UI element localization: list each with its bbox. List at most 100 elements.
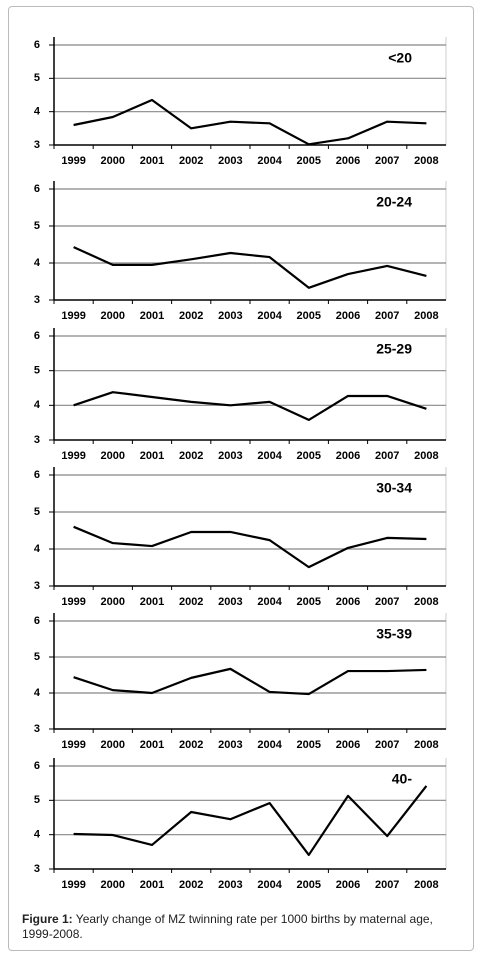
y-tick-label: 5 [34, 506, 40, 518]
x-tick-label: 2006 [336, 739, 360, 751]
y-tick-label: 5 [34, 794, 40, 806]
x-tick-label: 2001 [140, 879, 164, 891]
y-tick-label: 4 [34, 829, 41, 841]
y-tick-label: 3 [34, 723, 40, 735]
x-tick-label: 2005 [297, 155, 321, 167]
x-tick-label: 2005 [297, 739, 321, 751]
y-tick-label: 3 [34, 294, 40, 306]
x-tick-label: 2001 [140, 450, 164, 462]
x-tick-label: 2001 [140, 739, 164, 751]
y-tick-label: 5 [34, 651, 40, 663]
x-tick-label: 2007 [375, 450, 399, 462]
caption: Figure 1: Yearly change of MZ twinning r… [22, 912, 462, 942]
x-tick-label: 2007 [375, 310, 399, 322]
y-tick-label: 4 [34, 399, 41, 411]
x-tick-label: 2000 [101, 739, 125, 751]
chart: 3 4 5 6 1999 2000 2001 2002 2003 2004 2005 2006 2007… [34, 37, 447, 891]
y-tick-label: 6 [34, 183, 40, 195]
y-tick-label: 4 [34, 543, 41, 555]
panel-title: 25-29 [376, 341, 412, 357]
x-tick-label: 2003 [218, 450, 242, 462]
figure-frame [8, 6, 474, 951]
x-tick-label: 2006 [336, 155, 360, 167]
x-tick-label: 2003 [218, 739, 242, 751]
y-tick-label: 5 [34, 365, 40, 377]
x-tick-label: 1999 [61, 310, 85, 322]
x-tick-label: 2008 [414, 739, 438, 751]
x-tick-label: 2004 [257, 879, 282, 891]
x-tick-label: 2004 [257, 739, 282, 751]
y-tick-label: 3 [34, 863, 40, 875]
x-tick-label: 2003 [218, 596, 242, 608]
x-tick-label: 2002 [179, 596, 203, 608]
x-tick-label: 2007 [375, 739, 399, 751]
x-tick-label: 2005 [297, 310, 321, 322]
x-tick-label: 2004 [257, 155, 282, 167]
data-line [73, 525, 427, 569]
x-tick-label: 2003 [218, 155, 242, 167]
data-line [73, 391, 427, 421]
x-tick-label: 2001 [140, 310, 164, 322]
x-tick-label: 2000 [101, 155, 125, 167]
x-tick-label: 2003 [218, 310, 242, 322]
y-tick-label: 6 [34, 760, 40, 772]
x-tick-label: 1999 [61, 879, 85, 891]
y-tick-label: 3 [34, 580, 40, 592]
x-tick-label: 2008 [414, 879, 438, 891]
x-tick-label: 2006 [336, 310, 360, 322]
x-tick-label: 2002 [179, 450, 203, 462]
x-tick-label: 2008 [414, 155, 438, 167]
y-tick-label: 6 [34, 615, 40, 627]
y-tick-label: 3 [34, 139, 40, 151]
panel-title: 20-24 [376, 194, 412, 210]
caption-label: Figure 1: [22, 912, 73, 926]
y-tick-label: 5 [34, 72, 40, 84]
y-tick-label: 4 [34, 257, 41, 269]
panel-title: <20 [388, 50, 412, 66]
caption-text: Yearly change of MZ twinning rate per 10… [22, 912, 433, 941]
y-tick-label: 3 [34, 434, 40, 446]
x-tick-label: 2004 [257, 450, 282, 462]
x-tick-label: 2001 [140, 155, 164, 167]
x-tick-label: 2004 [257, 310, 282, 322]
x-tick-label: 2008 [414, 310, 438, 322]
panel-title: 35-39 [376, 626, 412, 642]
data-line [73, 667, 427, 696]
x-tick-label: 2000 [101, 879, 125, 891]
data-line [73, 98, 427, 146]
x-tick-label: 2007 [375, 879, 399, 891]
x-tick-label: 2005 [297, 879, 321, 891]
x-tick-label: 2003 [218, 879, 242, 891]
x-tick-label: 2001 [140, 596, 164, 608]
x-tick-label: 2005 [297, 450, 321, 462]
x-tick-label: 2006 [336, 596, 360, 608]
x-tick-label: 2006 [336, 879, 360, 891]
panel-title: 40- [392, 771, 413, 787]
data-line [73, 785, 428, 857]
y-tick-label: 6 [34, 39, 40, 51]
x-tick-label: 2005 [297, 596, 321, 608]
x-tick-label: 1999 [61, 450, 85, 462]
y-tick-label: 5 [34, 220, 40, 232]
x-tick-label: 2002 [179, 310, 203, 322]
data-line [73, 246, 427, 289]
x-tick-label: 2000 [101, 450, 125, 462]
y-tick-label: 4 [34, 687, 41, 699]
x-tick-label: 2002 [179, 155, 203, 167]
x-tick-label: 2000 [101, 596, 125, 608]
x-tick-label: 2008 [414, 596, 438, 608]
y-tick-label: 6 [34, 330, 40, 342]
x-tick-label: 2002 [179, 739, 203, 751]
x-tick-label: 2002 [179, 879, 203, 891]
x-tick-label: 2000 [101, 310, 125, 322]
y-tick-label: 4 [34, 106, 41, 118]
panel-title: 30-34 [376, 480, 412, 496]
x-tick-label: 1999 [61, 155, 85, 167]
x-tick-label: 2004 [257, 596, 282, 608]
y-tick-label: 6 [34, 469, 40, 481]
x-tick-label: 2007 [375, 155, 399, 167]
x-tick-label: 1999 [61, 739, 85, 751]
x-tick-label: 2006 [336, 450, 360, 462]
x-tick-label: 2008 [414, 450, 438, 462]
x-tick-label: 2007 [375, 596, 399, 608]
